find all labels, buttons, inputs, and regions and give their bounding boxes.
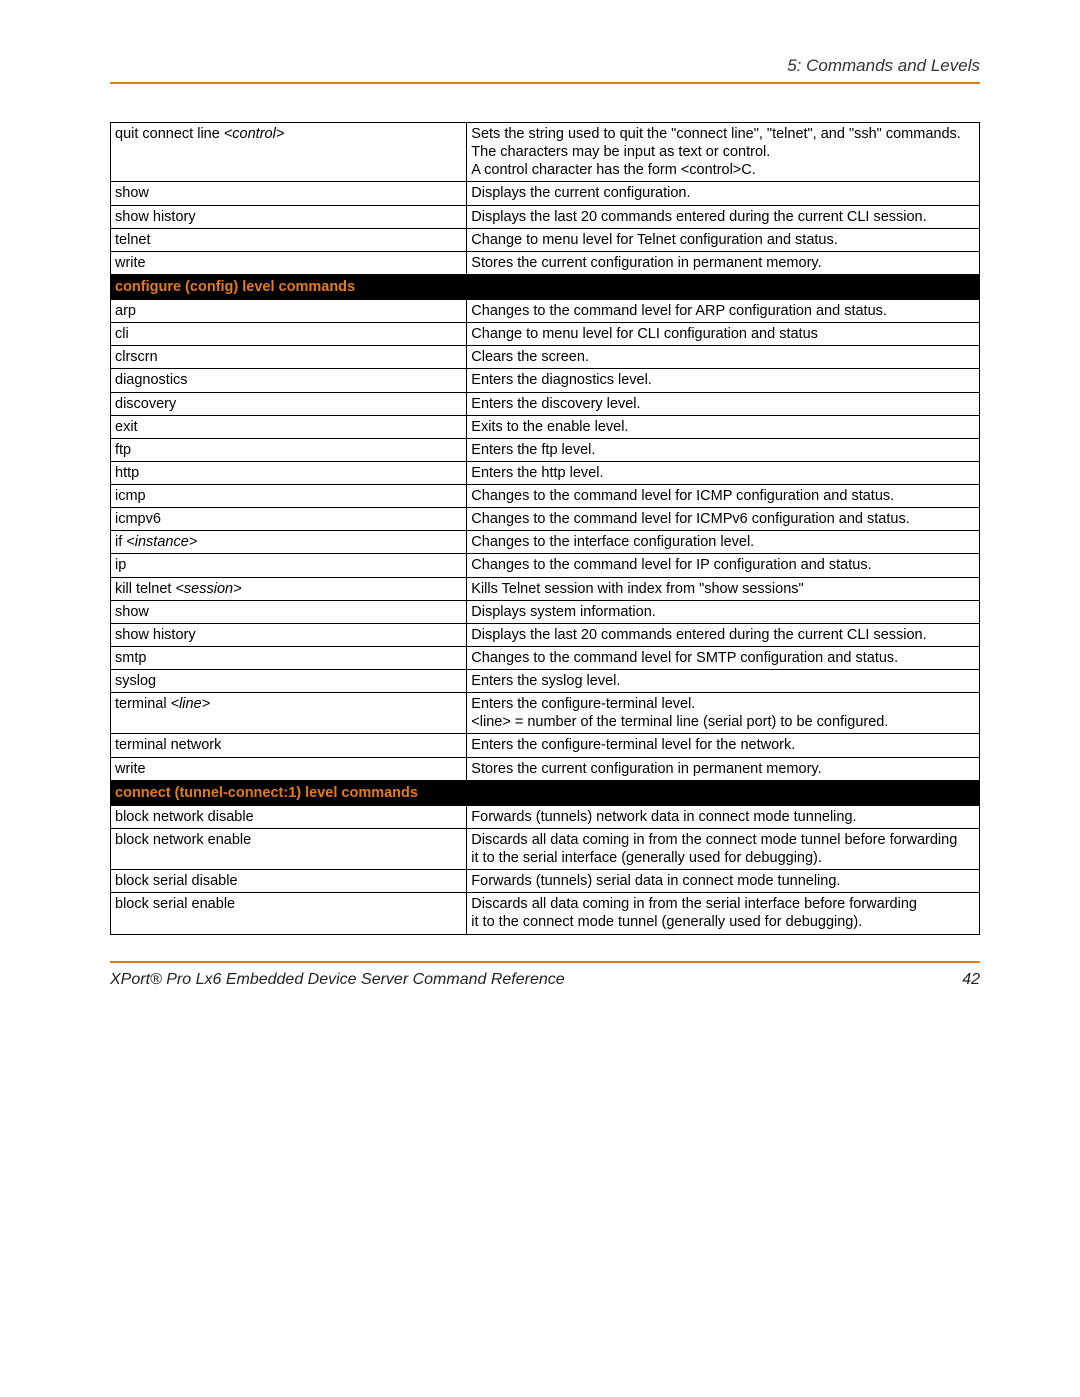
description-cell: Change to menu level for Telnet configur… <box>467 228 980 251</box>
description-cell: Kills Telnet session with index from "sh… <box>467 577 980 600</box>
table-row: discoveryEnters the discovery level. <box>111 392 980 415</box>
footer-rule <box>110 961 980 963</box>
command-cell: diagnostics <box>111 369 467 392</box>
command-cell: http <box>111 461 467 484</box>
description-cell: Displays system information. <box>467 600 980 623</box>
description-cell: Forwards (tunnels) serial data in connec… <box>467 870 980 893</box>
command-cell: block serial disable <box>111 870 467 893</box>
page-footer: XPort® Pro Lx6 Embedded Device Server Co… <box>110 971 980 989</box>
commands-table: quit connect line <control>Sets the stri… <box>110 122 980 935</box>
table-row: terminal networkEnters the configure-ter… <box>111 734 980 757</box>
command-cell: write <box>111 251 467 274</box>
command-cell: discovery <box>111 392 467 415</box>
command-cell: exit <box>111 415 467 438</box>
command-cell: arp <box>111 300 467 323</box>
description-cell: Stores the current configuration in perm… <box>467 757 980 780</box>
table-row: smtpChanges to the command level for SMT… <box>111 646 980 669</box>
description-cell: Stores the current configuration in perm… <box>467 251 980 274</box>
table-row: if <instance>Changes to the interface co… <box>111 531 980 554</box>
header-rule <box>110 82 980 84</box>
page-header: 5: Commands and Levels <box>110 56 980 82</box>
table-row: ipChanges to the command level for IP co… <box>111 554 980 577</box>
command-cell: clrscrn <box>111 346 467 369</box>
table-row: diagnosticsEnters the diagnostics level. <box>111 369 980 392</box>
table-row: clrscrnClears the screen. <box>111 346 980 369</box>
description-cell: Enters the configure-terminal level for … <box>467 734 980 757</box>
section-header-row: connect (tunnel-connect:1) level command… <box>111 780 980 805</box>
description-cell: Exits to the enable level. <box>467 415 980 438</box>
table-row: kill telnet <session>Kills Telnet sessio… <box>111 577 980 600</box>
command-cell: cli <box>111 323 467 346</box>
description-cell: Forwards (tunnels) network data in conne… <box>467 805 980 828</box>
command-cell: quit connect line <control> <box>111 123 467 182</box>
description-cell: Displays the last 20 commands entered du… <box>467 623 980 646</box>
command-cell: telnet <box>111 228 467 251</box>
description-cell: Discards all data coming in from the ser… <box>467 893 980 934</box>
table-row: httpEnters the http level. <box>111 461 980 484</box>
description-cell: Enters the discovery level. <box>467 392 980 415</box>
table-row: block network enableDiscards all data co… <box>111 828 980 869</box>
description-cell: Clears the screen. <box>467 346 980 369</box>
table-row: show historyDisplays the last 20 command… <box>111 205 980 228</box>
description-cell: Enters the syslog level. <box>467 670 980 693</box>
section-header: configure (config) level commands <box>111 274 980 299</box>
command-cell: show <box>111 600 467 623</box>
command-cell: if <instance> <box>111 531 467 554</box>
table-row: show historyDisplays the last 20 command… <box>111 623 980 646</box>
command-cell: block network enable <box>111 828 467 869</box>
table-row: writeStores the current configuration in… <box>111 757 980 780</box>
command-cell: terminal <line> <box>111 693 467 734</box>
table-row: quit connect line <control>Sets the stri… <box>111 123 980 182</box>
command-cell: show <box>111 182 467 205</box>
command-cell: kill telnet <session> <box>111 577 467 600</box>
command-cell: write <box>111 757 467 780</box>
table-row: showDisplays system information. <box>111 600 980 623</box>
section-header-row: configure (config) level commands <box>111 274 980 299</box>
command-cell: show history <box>111 205 467 228</box>
description-cell: Changes to the command level for IP conf… <box>467 554 980 577</box>
table-row: cliChange to menu level for CLI configur… <box>111 323 980 346</box>
description-cell: Changes to the command level for ICMPv6 … <box>467 508 980 531</box>
description-cell: Enters the http level. <box>467 461 980 484</box>
table-row: syslogEnters the syslog level. <box>111 670 980 693</box>
table-row: terminal <line>Enters the configure-term… <box>111 693 980 734</box>
table-row: icmpv6Changes to the command level for I… <box>111 508 980 531</box>
table-row: ftpEnters the ftp level. <box>111 438 980 461</box>
command-cell: icmp <box>111 485 467 508</box>
command-cell: show history <box>111 623 467 646</box>
command-cell: ip <box>111 554 467 577</box>
description-cell: Change to menu level for CLI configurati… <box>467 323 980 346</box>
table-row: icmpChanges to the command level for ICM… <box>111 485 980 508</box>
description-cell: Displays the current configuration. <box>467 182 980 205</box>
table-row: block serial disableForwards (tunnels) s… <box>111 870 980 893</box>
command-cell: ftp <box>111 438 467 461</box>
table-row: showDisplays the current configuration. <box>111 182 980 205</box>
table-row: telnetChange to menu level for Telnet co… <box>111 228 980 251</box>
command-cell: syslog <box>111 670 467 693</box>
table-row: arpChanges to the command level for ARP … <box>111 300 980 323</box>
table-row: writeStores the current configuration in… <box>111 251 980 274</box>
description-cell: Changes to the command level for ARP con… <box>467 300 980 323</box>
command-cell: terminal network <box>111 734 467 757</box>
description-cell: Changes to the command level for SMTP co… <box>467 646 980 669</box>
page-number: 42 <box>962 971 980 989</box>
description-cell: Displays the last 20 commands entered du… <box>467 205 980 228</box>
command-cell: block network disable <box>111 805 467 828</box>
description-cell: Enters the configure-terminal level.<lin… <box>467 693 980 734</box>
description-cell: Changes to the command level for ICMP co… <box>467 485 980 508</box>
command-cell: icmpv6 <box>111 508 467 531</box>
description-cell: Enters the diagnostics level. <box>467 369 980 392</box>
description-cell: Changes to the interface configuration l… <box>467 531 980 554</box>
table-row: block network disableForwards (tunnels) … <box>111 805 980 828</box>
table-row: block serial enableDiscards all data com… <box>111 893 980 934</box>
table-row: exitExits to the enable level. <box>111 415 980 438</box>
description-cell: Discards all data coming in from the con… <box>467 828 980 869</box>
description-cell: Enters the ftp level. <box>467 438 980 461</box>
command-cell: block serial enable <box>111 893 467 934</box>
section-header: connect (tunnel-connect:1) level command… <box>111 780 980 805</box>
footer-title: XPort® Pro Lx6 Embedded Device Server Co… <box>110 971 565 989</box>
description-cell: Sets the string used to quit the "connec… <box>467 123 980 182</box>
command-cell: smtp <box>111 646 467 669</box>
